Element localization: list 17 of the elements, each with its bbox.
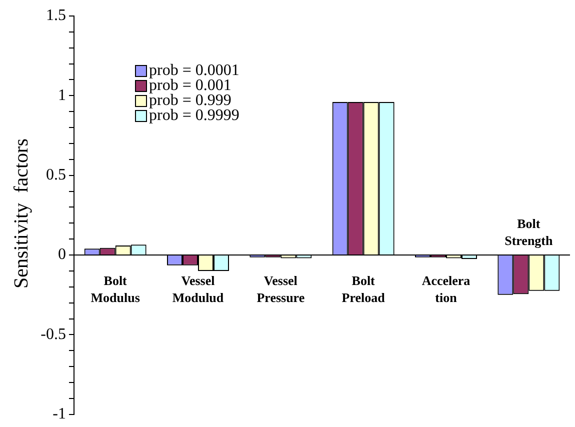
legend-label: prob = 0.999 bbox=[149, 92, 232, 109]
legend-label: prob = 0.001 bbox=[149, 77, 232, 94]
y-tick-label: -1 bbox=[52, 406, 66, 423]
y-tick-label: 1.5 bbox=[46, 7, 66, 24]
x-tick-label: Vessel Pressure bbox=[256, 273, 305, 306]
x-tick-label: Bolt Strength bbox=[504, 216, 554, 248]
x-tick-label: Bolt Preload bbox=[342, 273, 386, 306]
legend-label: prob = 0.0001 bbox=[149, 62, 240, 79]
legend-label: prob = 0.9999 bbox=[149, 107, 240, 124]
y-tick-label: 1 bbox=[58, 86, 66, 104]
y-tick-label: 0 bbox=[58, 246, 66, 264]
y-axis-title: Sensitivity factors bbox=[10, 138, 34, 288]
x-tick-label: Vessel Modulud bbox=[172, 273, 224, 306]
x-tick-label: Accelera tion bbox=[422, 273, 471, 306]
x-tick-label: Bolt Modulus bbox=[90, 273, 140, 306]
y-tick-label: 0.5 bbox=[46, 166, 66, 184]
y-tick-label: -0.5 bbox=[40, 326, 66, 343]
